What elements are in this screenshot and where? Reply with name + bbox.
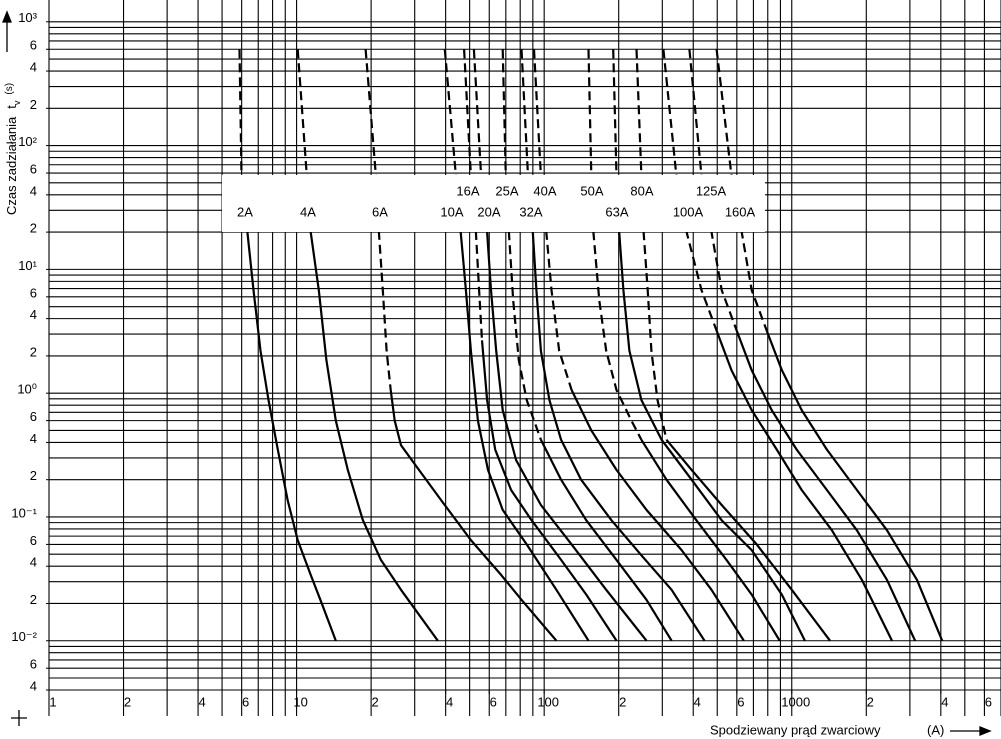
curve <box>640 439 781 642</box>
y-tick-label: 4 <box>30 431 37 446</box>
y-tick-label: 10⁻² <box>11 629 37 644</box>
y-tick-label: 2 <box>30 592 37 607</box>
corner-mark <box>11 710 27 726</box>
curve-label: 160A <box>725 204 756 219</box>
x-tick-label: 6 <box>737 694 744 709</box>
curve-label: 125A <box>696 183 727 198</box>
curve-label: 63A <box>605 204 628 219</box>
y-tick-label: 10⁰ <box>17 382 37 397</box>
y-tick-label: 10¹ <box>18 258 37 273</box>
curve-label: 50A <box>580 183 603 198</box>
curve-dashed <box>715 49 768 331</box>
y-tick-label: 4 <box>30 183 37 198</box>
curve <box>715 330 893 642</box>
curve <box>618 232 806 642</box>
curve-dashed <box>463 49 484 341</box>
y-tick-label: 6 <box>30 409 37 424</box>
x-tick-label: 6 <box>242 694 249 709</box>
y-symbol: t <box>4 105 19 109</box>
curve-dashed <box>296 49 308 176</box>
y-tick-label: 2 <box>30 344 37 359</box>
curve <box>459 232 590 642</box>
x-tick-label: 1 <box>49 694 56 709</box>
curve-label: 80A <box>630 183 653 198</box>
y-tick-label: 4 <box>30 307 37 322</box>
y-tick-label: 6 <box>30 533 37 548</box>
y-tick-label: 6 <box>30 285 37 300</box>
curve-label: 40A <box>533 183 556 198</box>
curve <box>480 340 618 642</box>
curve-label: 20A <box>477 204 500 219</box>
x-tick-label: 2 <box>619 694 626 709</box>
x-tick-label: 10 <box>293 694 307 709</box>
x-tick-label: 4 <box>694 694 701 709</box>
x-tick-label: 4 <box>941 694 948 709</box>
y-tick-label: 2 <box>30 221 37 236</box>
y-arrow <box>2 10 12 52</box>
curve <box>539 439 673 642</box>
y-axis-title: Czas zadziałania tv (s) <box>4 83 23 215</box>
x-tick-label: 2 <box>372 694 379 709</box>
curve <box>305 175 439 642</box>
label-box <box>222 175 765 232</box>
y-tick-label: 6 <box>30 657 37 672</box>
x-tick-label: 4 <box>198 694 205 709</box>
curve-label: 32A <box>519 204 542 219</box>
curve <box>389 389 558 642</box>
curve <box>765 330 944 642</box>
y-tick-label: 4 <box>30 555 37 570</box>
y-tick-label: 6 <box>30 38 37 53</box>
curve-label: 25A <box>495 183 518 198</box>
curve-dashed <box>587 49 643 441</box>
curve-label: 10A <box>440 204 463 219</box>
x-tick-label: 2 <box>124 694 131 709</box>
y-tick-label: 6 <box>30 161 37 176</box>
y-unit: (s) <box>4 83 15 95</box>
curves <box>238 49 944 642</box>
x-tick-label: 100 <box>537 694 559 709</box>
x-tick-label: 2 <box>867 694 874 709</box>
y-tick-label: 10⁻¹ <box>11 505 37 520</box>
x-tick-label: 6 <box>985 694 992 709</box>
x-tick-label: 6 <box>490 694 497 709</box>
y-tick-label: 2 <box>30 468 37 483</box>
curve-dashed <box>238 49 243 176</box>
curve-label: 4A <box>300 204 316 219</box>
curve <box>570 389 745 642</box>
curve <box>665 439 831 642</box>
curve <box>240 175 337 642</box>
x-unit: (A) <box>927 722 944 737</box>
curve <box>486 232 648 642</box>
curve-dashed <box>532 49 573 391</box>
curve <box>735 330 917 642</box>
y-subscript: v <box>12 100 22 105</box>
curve-dashed <box>662 49 718 331</box>
x-tick-label: 4 <box>446 694 453 709</box>
y-tick-label: 10² <box>18 134 37 149</box>
curve-label: 2A <box>237 204 253 219</box>
x-arrow <box>950 726 992 736</box>
x-axis-title: Spodziewany prąd zwarciowy <box>710 722 881 737</box>
y-tick-label: 4 <box>30 59 37 74</box>
y-tick-label: 4 <box>30 678 37 693</box>
y-label: Czas zadziałania <box>4 116 19 215</box>
curve-label: 16A <box>456 183 479 198</box>
curve-label: 6A <box>372 204 388 219</box>
curve <box>531 232 706 642</box>
curve-label: 100A <box>673 204 704 219</box>
x-tick-label: 1000 <box>781 694 810 709</box>
y-tick-label: 2 <box>30 97 37 112</box>
curve-dashed <box>688 49 738 331</box>
curve-dashed <box>364 49 392 391</box>
y-tick-label: 10³ <box>18 10 37 25</box>
